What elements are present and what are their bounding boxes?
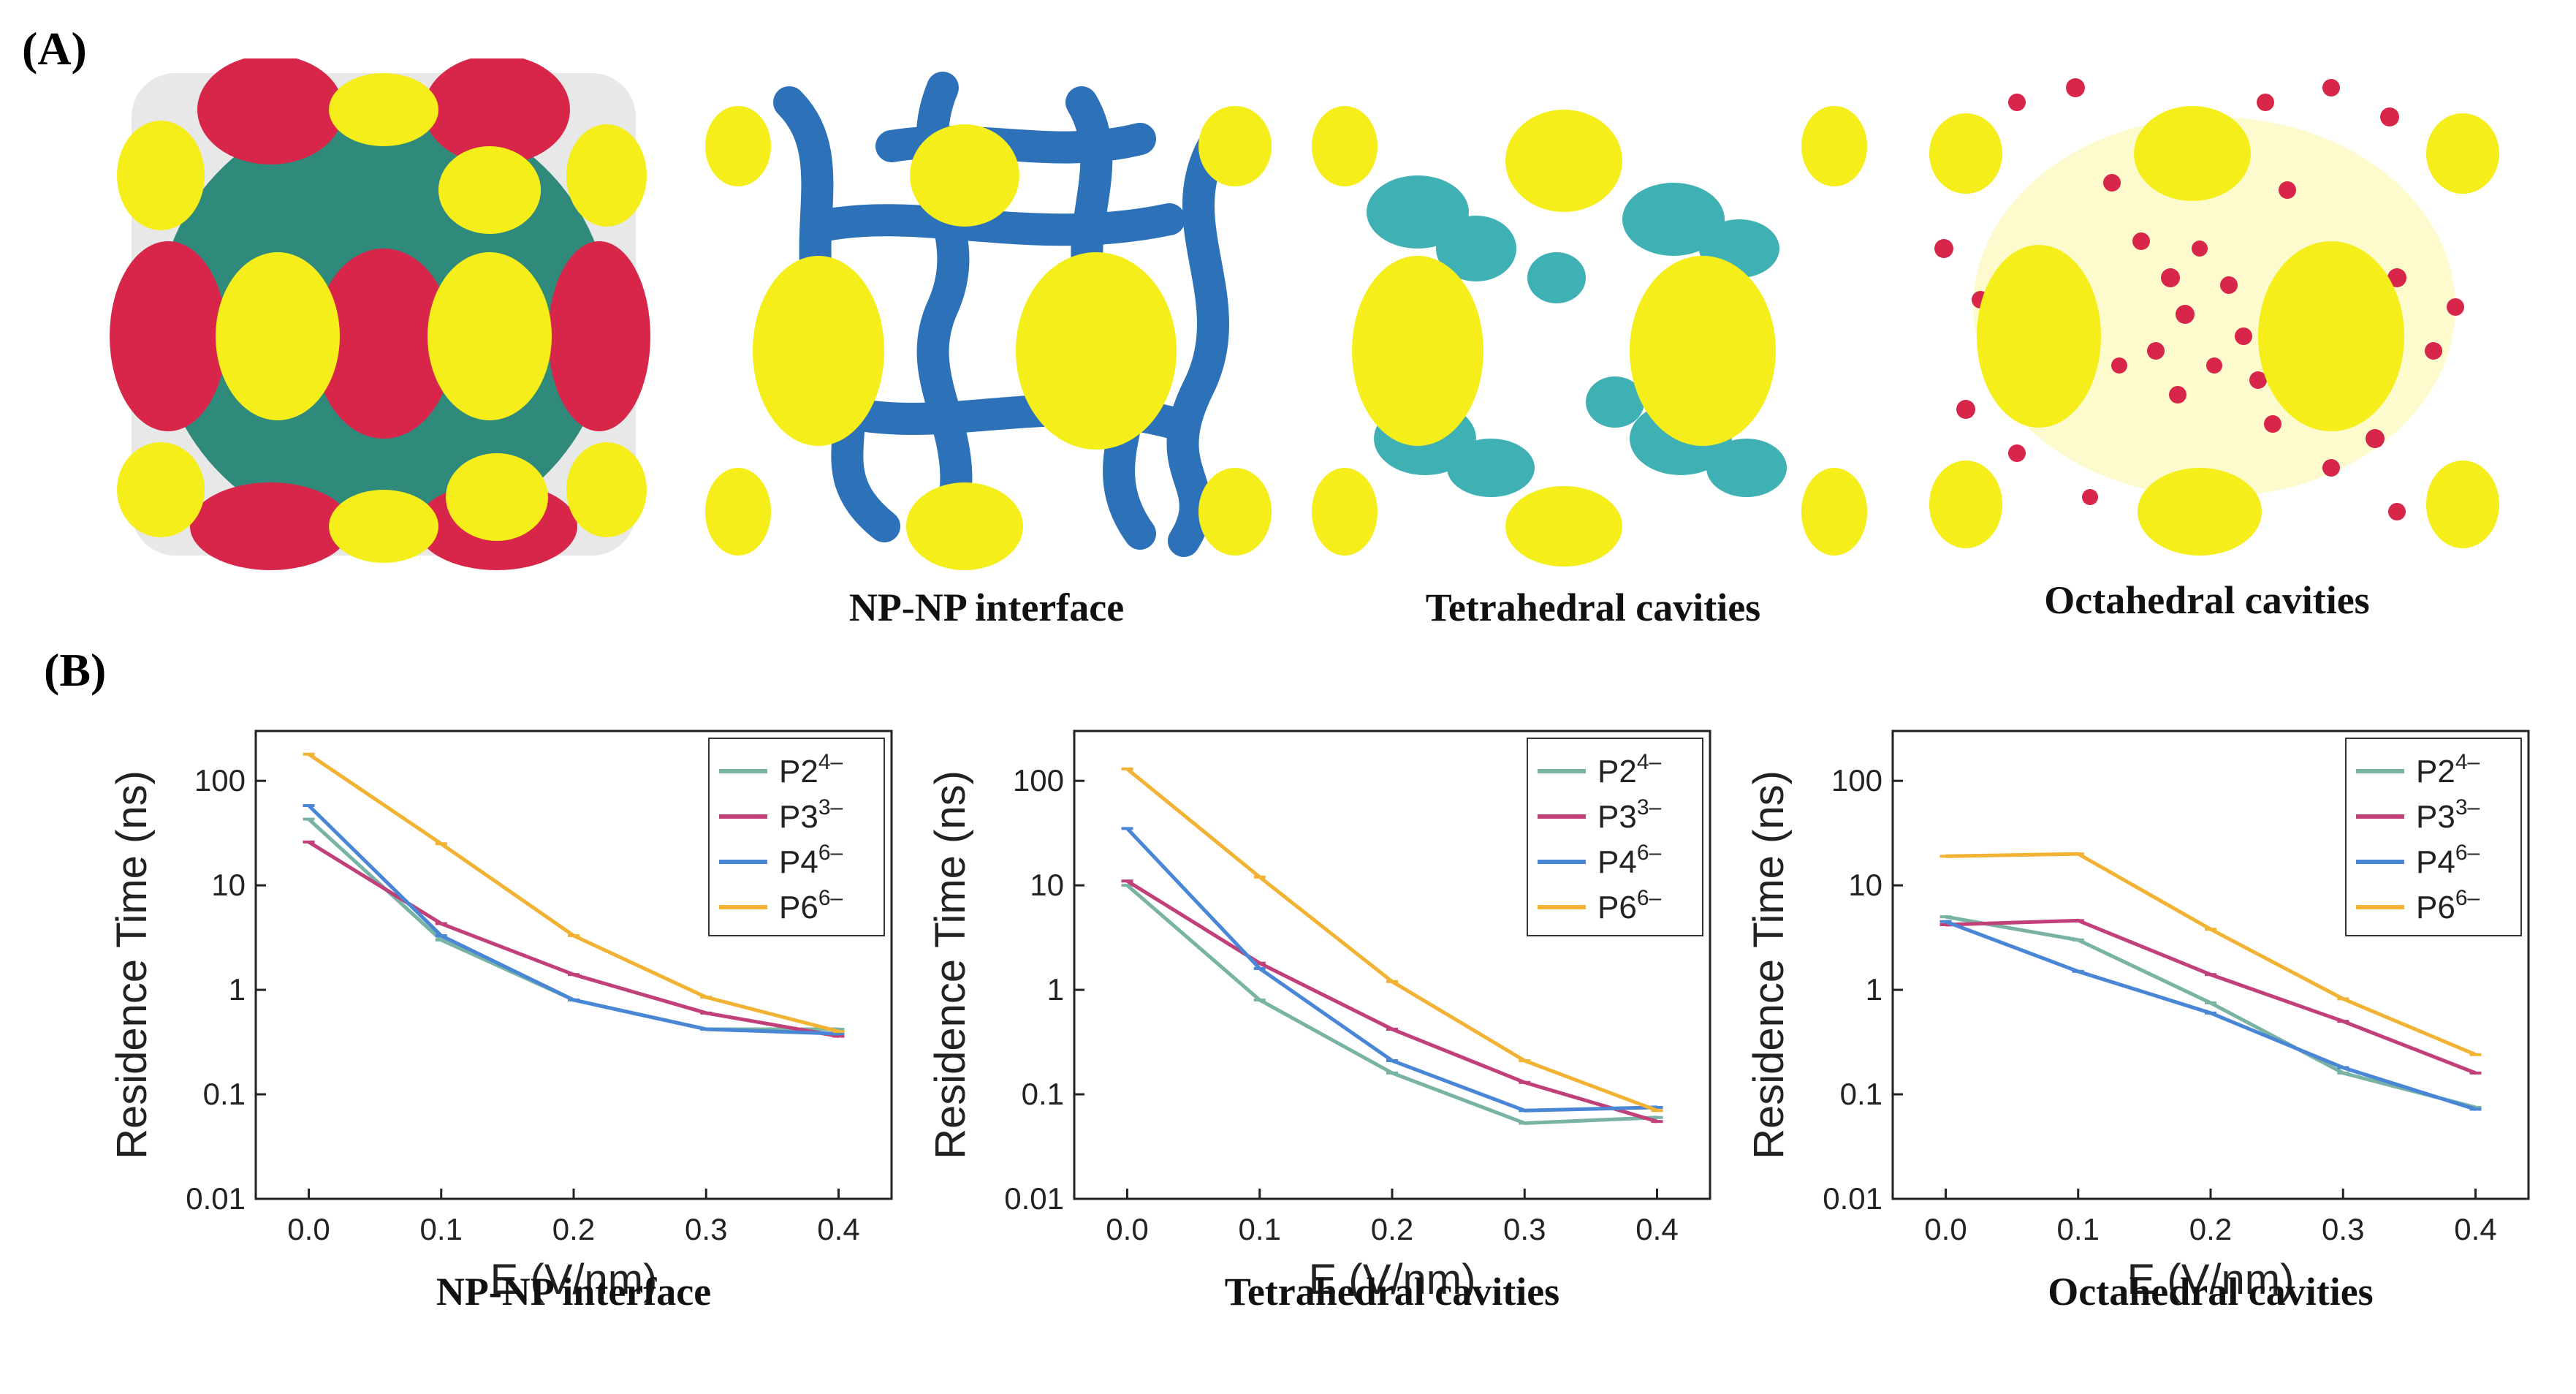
- np-np-interface-snapshot: [702, 58, 1272, 570]
- x-tick-label: 0.4: [2454, 1212, 2496, 1246]
- x-tick-label: 0.3: [685, 1212, 727, 1246]
- y-tick-label: 0.1: [1840, 1077, 1882, 1111]
- y-axis-title: Residence Time (ns): [108, 770, 156, 1159]
- chart-caption: Octahedral cavities: [2048, 1270, 2373, 1314]
- y-tick-label: 0.01: [1004, 1181, 1064, 1216]
- y-tick-label: 100: [1013, 763, 1064, 798]
- legend-entry-p4: P46–: [1597, 841, 1662, 880]
- y-axis-title: Residence Time (ns): [927, 770, 974, 1159]
- chart-caption: NP-NP interface: [436, 1270, 711, 1314]
- y-tick-label: 0.01: [186, 1181, 246, 1216]
- y-tick-label: 1: [229, 972, 246, 1007]
- x-tick-label: 0.2: [1371, 1212, 1413, 1246]
- series-line-p3: [1945, 918, 2477, 1075]
- x-tick-label: 0.1: [420, 1212, 463, 1246]
- residence-time-chart-octahedral: 0.01 0.1 1 10 100 0.0 0.1 0.2 0.3 0.4 E (V/nm) Resi…: [1710, 709, 2536, 1316]
- y-tick-label: 1: [1866, 972, 1882, 1007]
- x-tick-label: 0.0: [287, 1212, 330, 1246]
- x-tick-label: 0.3: [2322, 1212, 2364, 1246]
- snapshot-caption-interface: NP-NP interface: [848, 586, 1125, 629]
- x-tick-label: 0.4: [817, 1212, 859, 1246]
- snapshot-caption-tetrahedral: Tetrahedral cavities: [1425, 586, 1761, 629]
- x-axis-title: E (V/nm): [490, 1256, 658, 1303]
- x-tick-label: 0.0: [1106, 1212, 1148, 1246]
- panel-b-label: (B): [44, 644, 107, 696]
- residence-time-chart-tetrahedral: 0.01 0.1 1 10 100 0.0 0.1 0.2 0.3 0.4 E (V/nm) Resi…: [892, 709, 1717, 1316]
- tetrahedral-cavities-snapshot: [1308, 58, 1871, 570]
- y-axis-title: Residence Time (ns): [1745, 770, 1793, 1159]
- octahedral-cavities-snapshot: [1922, 58, 2507, 570]
- series-line-p4: [1945, 920, 2477, 1111]
- x-tick-label: 0.1: [1239, 1212, 1281, 1246]
- panel-a-label: (A): [22, 23, 87, 75]
- y-tick-label: 1: [1047, 972, 1064, 1007]
- x-axis-title: E (V/nm): [2127, 1256, 2295, 1303]
- y-tick-label: 0.01: [1823, 1181, 1882, 1216]
- y-tick-label: 100: [1831, 763, 1882, 798]
- snapshot-caption-octahedral: Octahedral cavities: [2044, 578, 2370, 622]
- x-tick-label: 0.1: [2057, 1212, 2100, 1246]
- unit-cell-snapshot: [102, 58, 665, 570]
- x-tick-label: 0.0: [1924, 1212, 1967, 1246]
- y-tick-label: 100: [194, 763, 246, 798]
- y-tick-label: 10: [1030, 868, 1064, 902]
- y-tick-label: 0.1: [203, 1077, 246, 1111]
- x-tick-label: 0.4: [1635, 1212, 1678, 1246]
- x-axis-title: E (V/nm): [1309, 1256, 1476, 1303]
- chart-caption: Tetrahedral cavities: [1225, 1270, 1559, 1314]
- x-tick-label: 0.2: [552, 1212, 595, 1246]
- legend-entry-p3: P33–: [779, 795, 843, 835]
- y-tick-label: 0.1: [1022, 1077, 1064, 1111]
- y-tick-label: 10: [211, 868, 246, 902]
- y-tick-label: 10: [1848, 868, 1882, 902]
- x-tick-label: 0.2: [2189, 1212, 2232, 1246]
- residence-time-chart-interface: 0.01 0.1 1 10 100 0.0 0.1 0.2 0.3 0.4 E (V/nm) Resi…: [73, 709, 899, 1316]
- x-tick-label: 0.3: [1503, 1212, 1546, 1246]
